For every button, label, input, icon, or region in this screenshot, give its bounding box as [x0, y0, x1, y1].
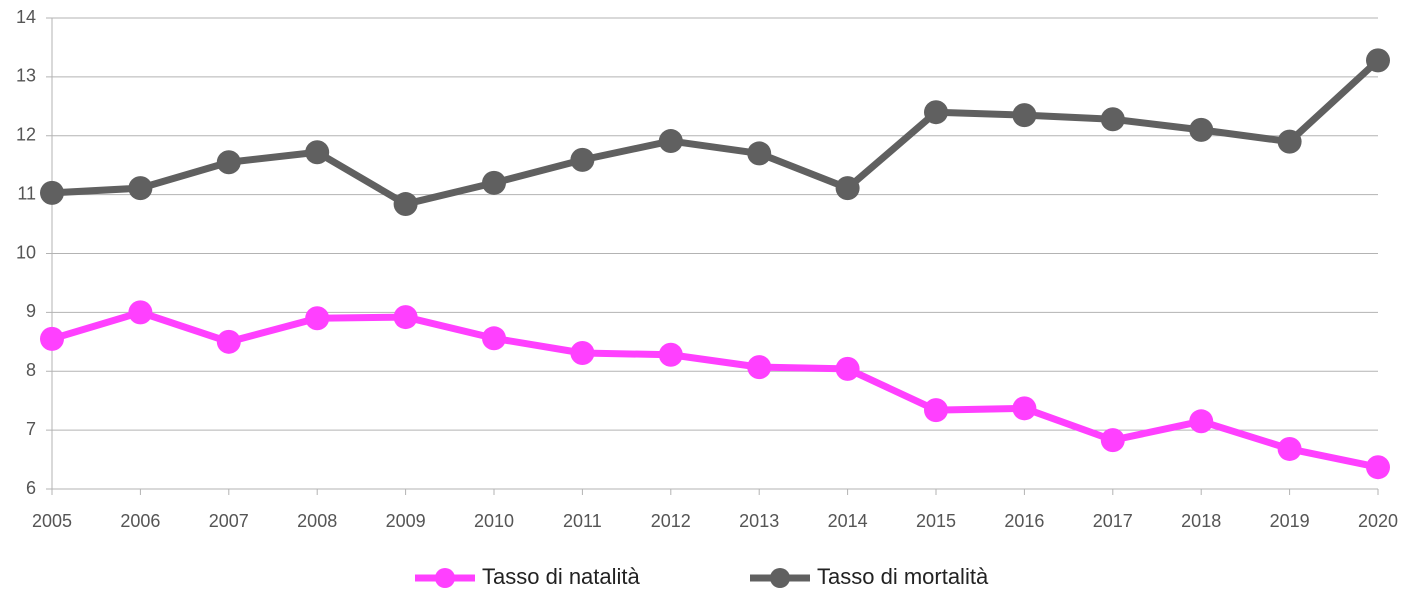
legend-label: Tasso di mortalità	[817, 564, 989, 589]
x-tick-label: 2009	[386, 511, 426, 531]
y-tick-label: 12	[16, 125, 36, 145]
point	[1366, 48, 1390, 73]
x-tick-label: 2007	[209, 511, 249, 531]
point	[570, 340, 595, 365]
y-tick-label: 11	[17, 183, 36, 203]
point	[1277, 129, 1302, 154]
point	[482, 170, 506, 195]
point	[747, 141, 772, 166]
point	[216, 329, 241, 354]
y-tick-label: 8	[26, 360, 36, 380]
x-tick-label: 2013	[739, 511, 779, 531]
point	[924, 398, 948, 423]
series-line	[51, 57, 1381, 208]
point	[393, 192, 418, 217]
x-tick-label: 2017	[1093, 511, 1133, 531]
point	[1189, 117, 1214, 142]
point	[570, 147, 595, 172]
y-tick-label: 6	[26, 478, 36, 498]
x-tick-label: 2015	[916, 511, 956, 531]
point	[835, 356, 860, 381]
x-tick-label: 2016	[1004, 511, 1044, 531]
point	[658, 342, 683, 367]
point	[1277, 436, 1302, 461]
x-tick-label: 2006	[120, 511, 160, 531]
x-tick-label: 2014	[828, 511, 868, 531]
y-tick-label: 14	[16, 7, 36, 27]
y-tick-label: 7	[26, 419, 36, 439]
legend-marker	[770, 568, 790, 588]
point	[1012, 396, 1037, 421]
point	[658, 129, 683, 154]
point	[40, 326, 64, 351]
point	[305, 140, 330, 165]
x-tick-label: 2010	[474, 511, 514, 531]
point	[835, 176, 860, 201]
point	[393, 305, 418, 330]
point	[128, 300, 153, 325]
x-tick-label: 2008	[297, 511, 337, 531]
point	[482, 326, 506, 351]
point	[747, 355, 772, 380]
x-tick-label: 2011	[563, 511, 602, 531]
point	[1100, 107, 1125, 132]
legend-label: Tasso di natalità	[482, 564, 641, 589]
x-tick-label: 2012	[651, 511, 691, 531]
y-tick-label: 9	[26, 301, 36, 321]
y-tick-label: 10	[16, 242, 36, 262]
y-tick-label: 13	[16, 66, 36, 86]
legend-marker	[435, 568, 455, 588]
x-tick-label: 2005	[32, 511, 72, 531]
x-tick-label: 2018	[1181, 511, 1221, 531]
point	[128, 176, 153, 201]
series-line	[50, 308, 1379, 471]
point	[1366, 455, 1390, 480]
point	[305, 306, 330, 331]
x-tick-label: 2019	[1270, 511, 1310, 531]
point	[216, 150, 241, 175]
point	[40, 180, 64, 205]
point	[1189, 409, 1214, 434]
point	[1012, 103, 1037, 128]
point	[1100, 428, 1125, 453]
x-tick-label: 2020	[1358, 511, 1398, 531]
point	[924, 100, 948, 125]
